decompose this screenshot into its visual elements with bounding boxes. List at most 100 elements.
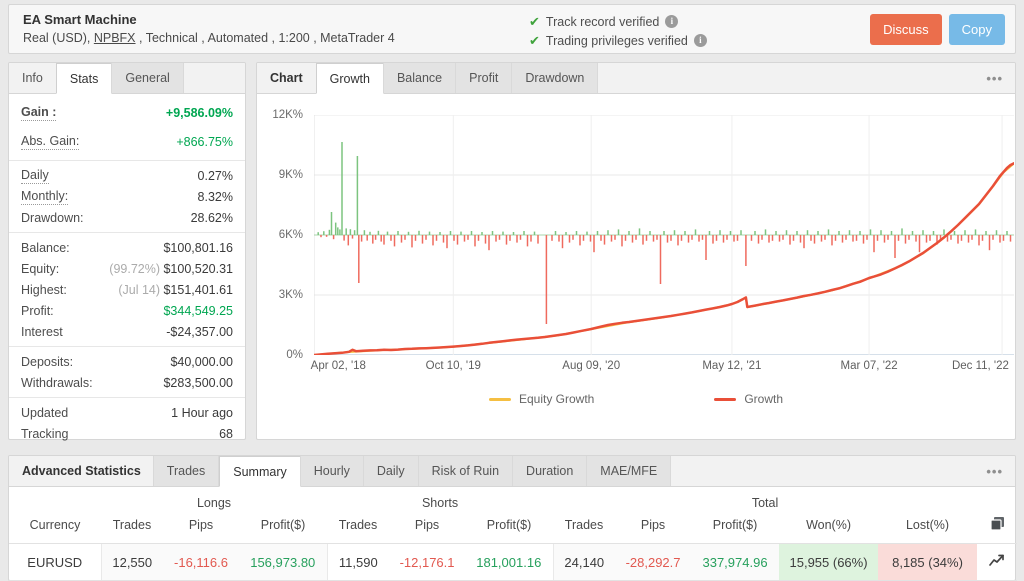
col-longs-profit: Profit($) [260, 518, 306, 532]
tab-daily[interactable]: Daily [362, 456, 419, 486]
y-tick-label: 0% [286, 349, 303, 361]
advanced-tab-strip: Advanced Statistics Trades Summary Hourl… [9, 456, 1015, 487]
total-group-header: Total [751, 496, 779, 510]
track-record-verified: ✔ Track record verified i [529, 13, 707, 30]
stat-label: Highest: [21, 282, 67, 297]
stat-row-monthly: Monthly: 8.32% [9, 186, 245, 207]
account-type: Real (USD), [23, 31, 94, 45]
tab-growth[interactable]: Growth [315, 63, 384, 94]
y-tick-label: 3K% [278, 289, 303, 301]
account-title-block: EA Smart Machine Real (USD), NPBFX , Tec… [23, 12, 395, 45]
stat-value: (Jul 14) $151,401.61 [118, 282, 233, 297]
col-lost: Lost(%) [905, 518, 950, 532]
info-icon[interactable]: i [665, 15, 679, 28]
copy-button[interactable]: Copy [948, 14, 1005, 45]
export-header-cell [977, 511, 1017, 544]
legend-growth[interactable]: Growth [714, 392, 783, 406]
stat-label: Interest [21, 324, 63, 339]
stat-label: Balance: [21, 240, 70, 255]
tab-profit[interactable]: Profit [455, 63, 513, 93]
stat-value: $283,500.00 [163, 375, 233, 390]
stat-value: +9,586.09% [165, 105, 233, 120]
shorts-group-header: Shorts [421, 496, 459, 510]
stat-value-prefix: (Jul 14) [118, 282, 164, 297]
chart-legend: Equity Growth Growth [257, 392, 1015, 406]
stat-value: 8.32% [197, 189, 233, 204]
x-tick-label: Oct 10, '19 [425, 360, 481, 372]
advanced-statistics-panel: Advanced Statistics Trades Summary Hourl… [8, 455, 1018, 581]
stat-label: Abs. Gain: [21, 133, 80, 150]
col-total-trades: Trades [564, 518, 604, 532]
account-title: EA Smart Machine [23, 12, 137, 27]
chart-tab-strip: Chart Growth Balance Profit Drawdown ••• [257, 63, 1015, 94]
col-won: Won(%) [806, 518, 851, 532]
stat-row-deposits: Deposits: $40,000.00 [9, 351, 245, 372]
stat-label: Tracking [21, 426, 69, 441]
chart-panel: Chart Growth Balance Profit Drawdown •••… [256, 62, 1016, 440]
tab-hourly[interactable]: Hourly [299, 456, 364, 486]
symbol-chart-icon[interactable] [989, 554, 1005, 570]
info-icon[interactable]: i [693, 34, 707, 47]
tab-summary[interactable]: Summary [219, 456, 301, 487]
tab-general[interactable]: General [111, 63, 184, 93]
longs-group-header: Longs [196, 496, 232, 510]
tab-stats[interactable]: Stats [55, 63, 113, 94]
verification-label: Track record verified [545, 14, 660, 29]
col-currency: Currency [29, 518, 81, 532]
col-total-profit: Profit($) [712, 518, 758, 532]
stat-value: -$24,357.00 [166, 324, 233, 339]
account-header: EA Smart Machine Real (USD), NPBFX , Tec… [8, 4, 1016, 54]
x-tick-label: Apr 02, '18 [310, 360, 366, 372]
tab-trades[interactable]: Trades [152, 456, 220, 486]
advanced-panel-menu-icon[interactable]: ••• [986, 463, 1003, 479]
y-tick-label: 12K% [272, 109, 303, 121]
x-tick-label: Mar 07, '22 [840, 360, 898, 372]
y-tick-label: 9K% [278, 169, 303, 181]
x-tick-label: Dec 11, '22 [951, 360, 1009, 372]
growth-chart-svg [314, 115, 1014, 355]
stat-label: Monthly: [21, 188, 69, 205]
info-stats-panel: Info Stats General Gain : +9,586.09% Abs… [8, 62, 246, 441]
verification-label: Trading privileges verified [545, 33, 688, 48]
empty-header [977, 487, 1017, 511]
tab-drawdown[interactable]: Drawdown [511, 63, 599, 93]
stat-value: $100,801.16 [163, 240, 233, 255]
stat-label: Profit: [21, 303, 54, 318]
export-summary-icon[interactable] [989, 517, 1005, 534]
stat-label: Drawdown: [21, 210, 84, 225]
stats-group-rates: Daily 0.27% Monthly: 8.32% Drawdown: 28.… [9, 161, 245, 233]
col-shorts-trades: Trades [338, 518, 378, 532]
account-attrs: , Technical , Automated , 1:200 , MetaTr… [135, 31, 395, 45]
stat-row-highest: Highest: (Jul 14) $151,401.61 [9, 279, 245, 300]
tab-duration[interactable]: Duration [512, 456, 588, 486]
summary-row-eurusd: EURUSD 12,550 -16,116.6 156,973.80 11,59… [9, 543, 1018, 581]
stats-group-meta: Updated 1 Hour ago Tracking 68 [9, 398, 245, 448]
stat-label: Deposits: [21, 354, 74, 369]
legend-label: Equity Growth [518, 392, 595, 406]
stat-row-interest: Interest -$24,357.00 [9, 321, 245, 342]
tab-balance[interactable]: Balance [382, 63, 457, 93]
chart-panel-menu-icon[interactable]: ••• [986, 70, 1003, 86]
stat-row-equity: Equity: (99.72%) $100,520.31 [9, 258, 245, 279]
account-subtitle: Real (USD), NPBFX , Technical , Automate… [23, 31, 395, 45]
discuss-button[interactable]: Discuss [870, 14, 942, 45]
group-header-row: Longs Shorts Total [9, 487, 1017, 511]
tab-info[interactable]: Info [22, 71, 43, 85]
stat-label: Withdrawals: [21, 375, 93, 390]
stats-group-gain: Gain : +9,586.09% Abs. Gain: +866.75% [9, 94, 245, 161]
tab-risk-of-ruin[interactable]: Risk of Ruin [417, 456, 514, 486]
broker-link[interactable]: NPBFX [93, 31, 136, 45]
chart-plot-area[interactable] [314, 115, 1014, 355]
stat-value: $40,000.00 [170, 354, 233, 369]
legend-equity-growth[interactable]: Equity Growth [488, 392, 595, 406]
column-header-row: Currency Trades Pips Profit($) Trades Pi… [9, 511, 1017, 544]
stat-label: Daily [21, 167, 49, 184]
stat-label: Equity: [21, 261, 60, 276]
advanced-panel-title: Advanced Statistics [22, 464, 141, 478]
stats-tab-strip: Info Stats General [9, 63, 245, 94]
growth-swatch [714, 397, 737, 401]
tab-mae-mfe[interactable]: MAE/MFE [586, 456, 672, 486]
col-shorts-profit: Profit($) [486, 518, 532, 532]
y-tick-label: 6K% [278, 229, 303, 241]
trading-privileges-verified: ✔ Trading privileges verified i [529, 32, 707, 49]
